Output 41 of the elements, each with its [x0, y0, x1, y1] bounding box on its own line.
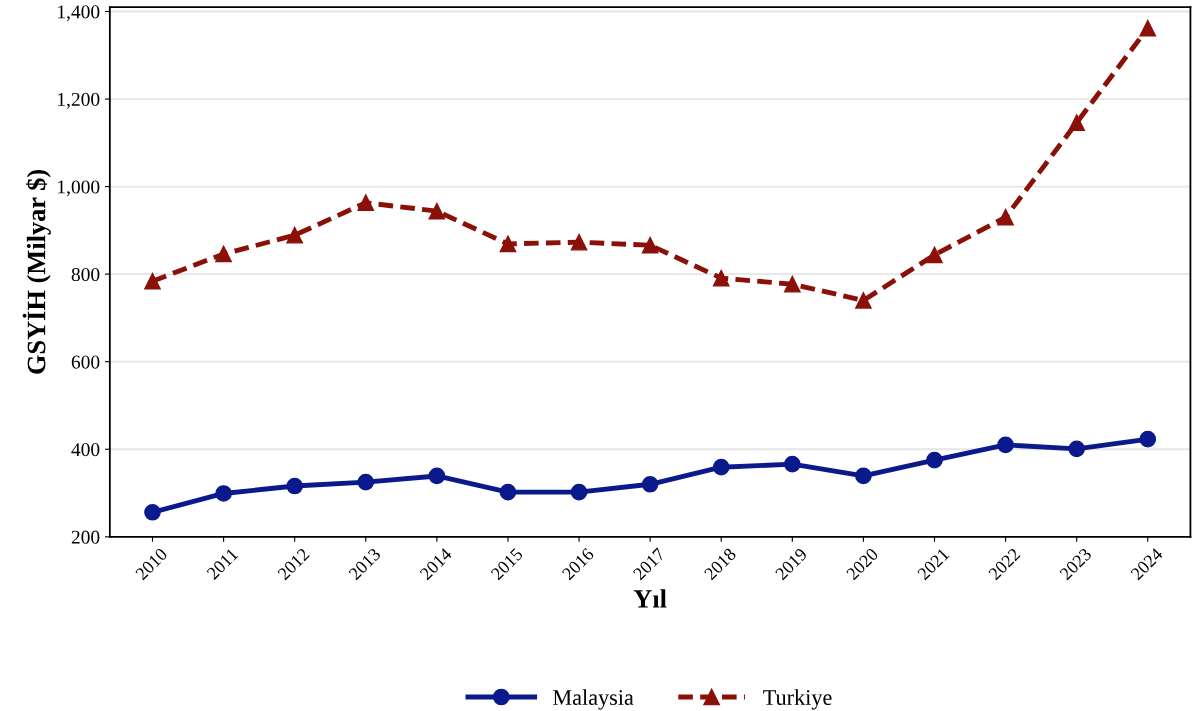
point: [144, 272, 161, 290]
point: [570, 233, 588, 251]
point: [783, 455, 801, 473]
point: [855, 467, 872, 485]
y-tick-label: 200: [71, 530, 100, 544]
point: [926, 451, 943, 469]
point: [712, 269, 730, 287]
point: [855, 292, 872, 309]
y-tick-label: 1,200: [58, 92, 100, 109]
x-axis-title: Yıl: [633, 589, 667, 608]
legend-label: Malaysia: [553, 689, 634, 710]
point: [641, 236, 659, 254]
point: [215, 485, 232, 502]
y-tick-label: 800: [71, 267, 100, 282]
point: [428, 467, 446, 485]
y-tick-label: 600: [71, 355, 100, 369]
y-tick-label: 1,000: [58, 180, 100, 197]
point: [499, 483, 517, 501]
y-tick-label: 1,400: [58, 5, 100, 22]
point: [926, 246, 943, 264]
point: [357, 194, 375, 212]
point: [783, 275, 801, 293]
point: [286, 226, 304, 244]
legend-label: Turkiye: [763, 689, 832, 710]
point: [997, 208, 1014, 226]
point: [357, 473, 375, 491]
point: [286, 477, 304, 495]
point: [428, 202, 446, 220]
y-tick-label: 400: [71, 443, 100, 457]
point: [499, 235, 517, 253]
point: [570, 483, 588, 501]
y-axis-title: GSYİH (Milyar $): [22, 170, 51, 374]
point: [215, 245, 232, 263]
point: [1068, 114, 1086, 132]
point: [641, 475, 659, 493]
point: [1068, 440, 1086, 458]
point: [1139, 430, 1157, 448]
point: [712, 458, 730, 476]
point: [1139, 19, 1157, 37]
point: [997, 436, 1014, 454]
point: [144, 503, 161, 521]
